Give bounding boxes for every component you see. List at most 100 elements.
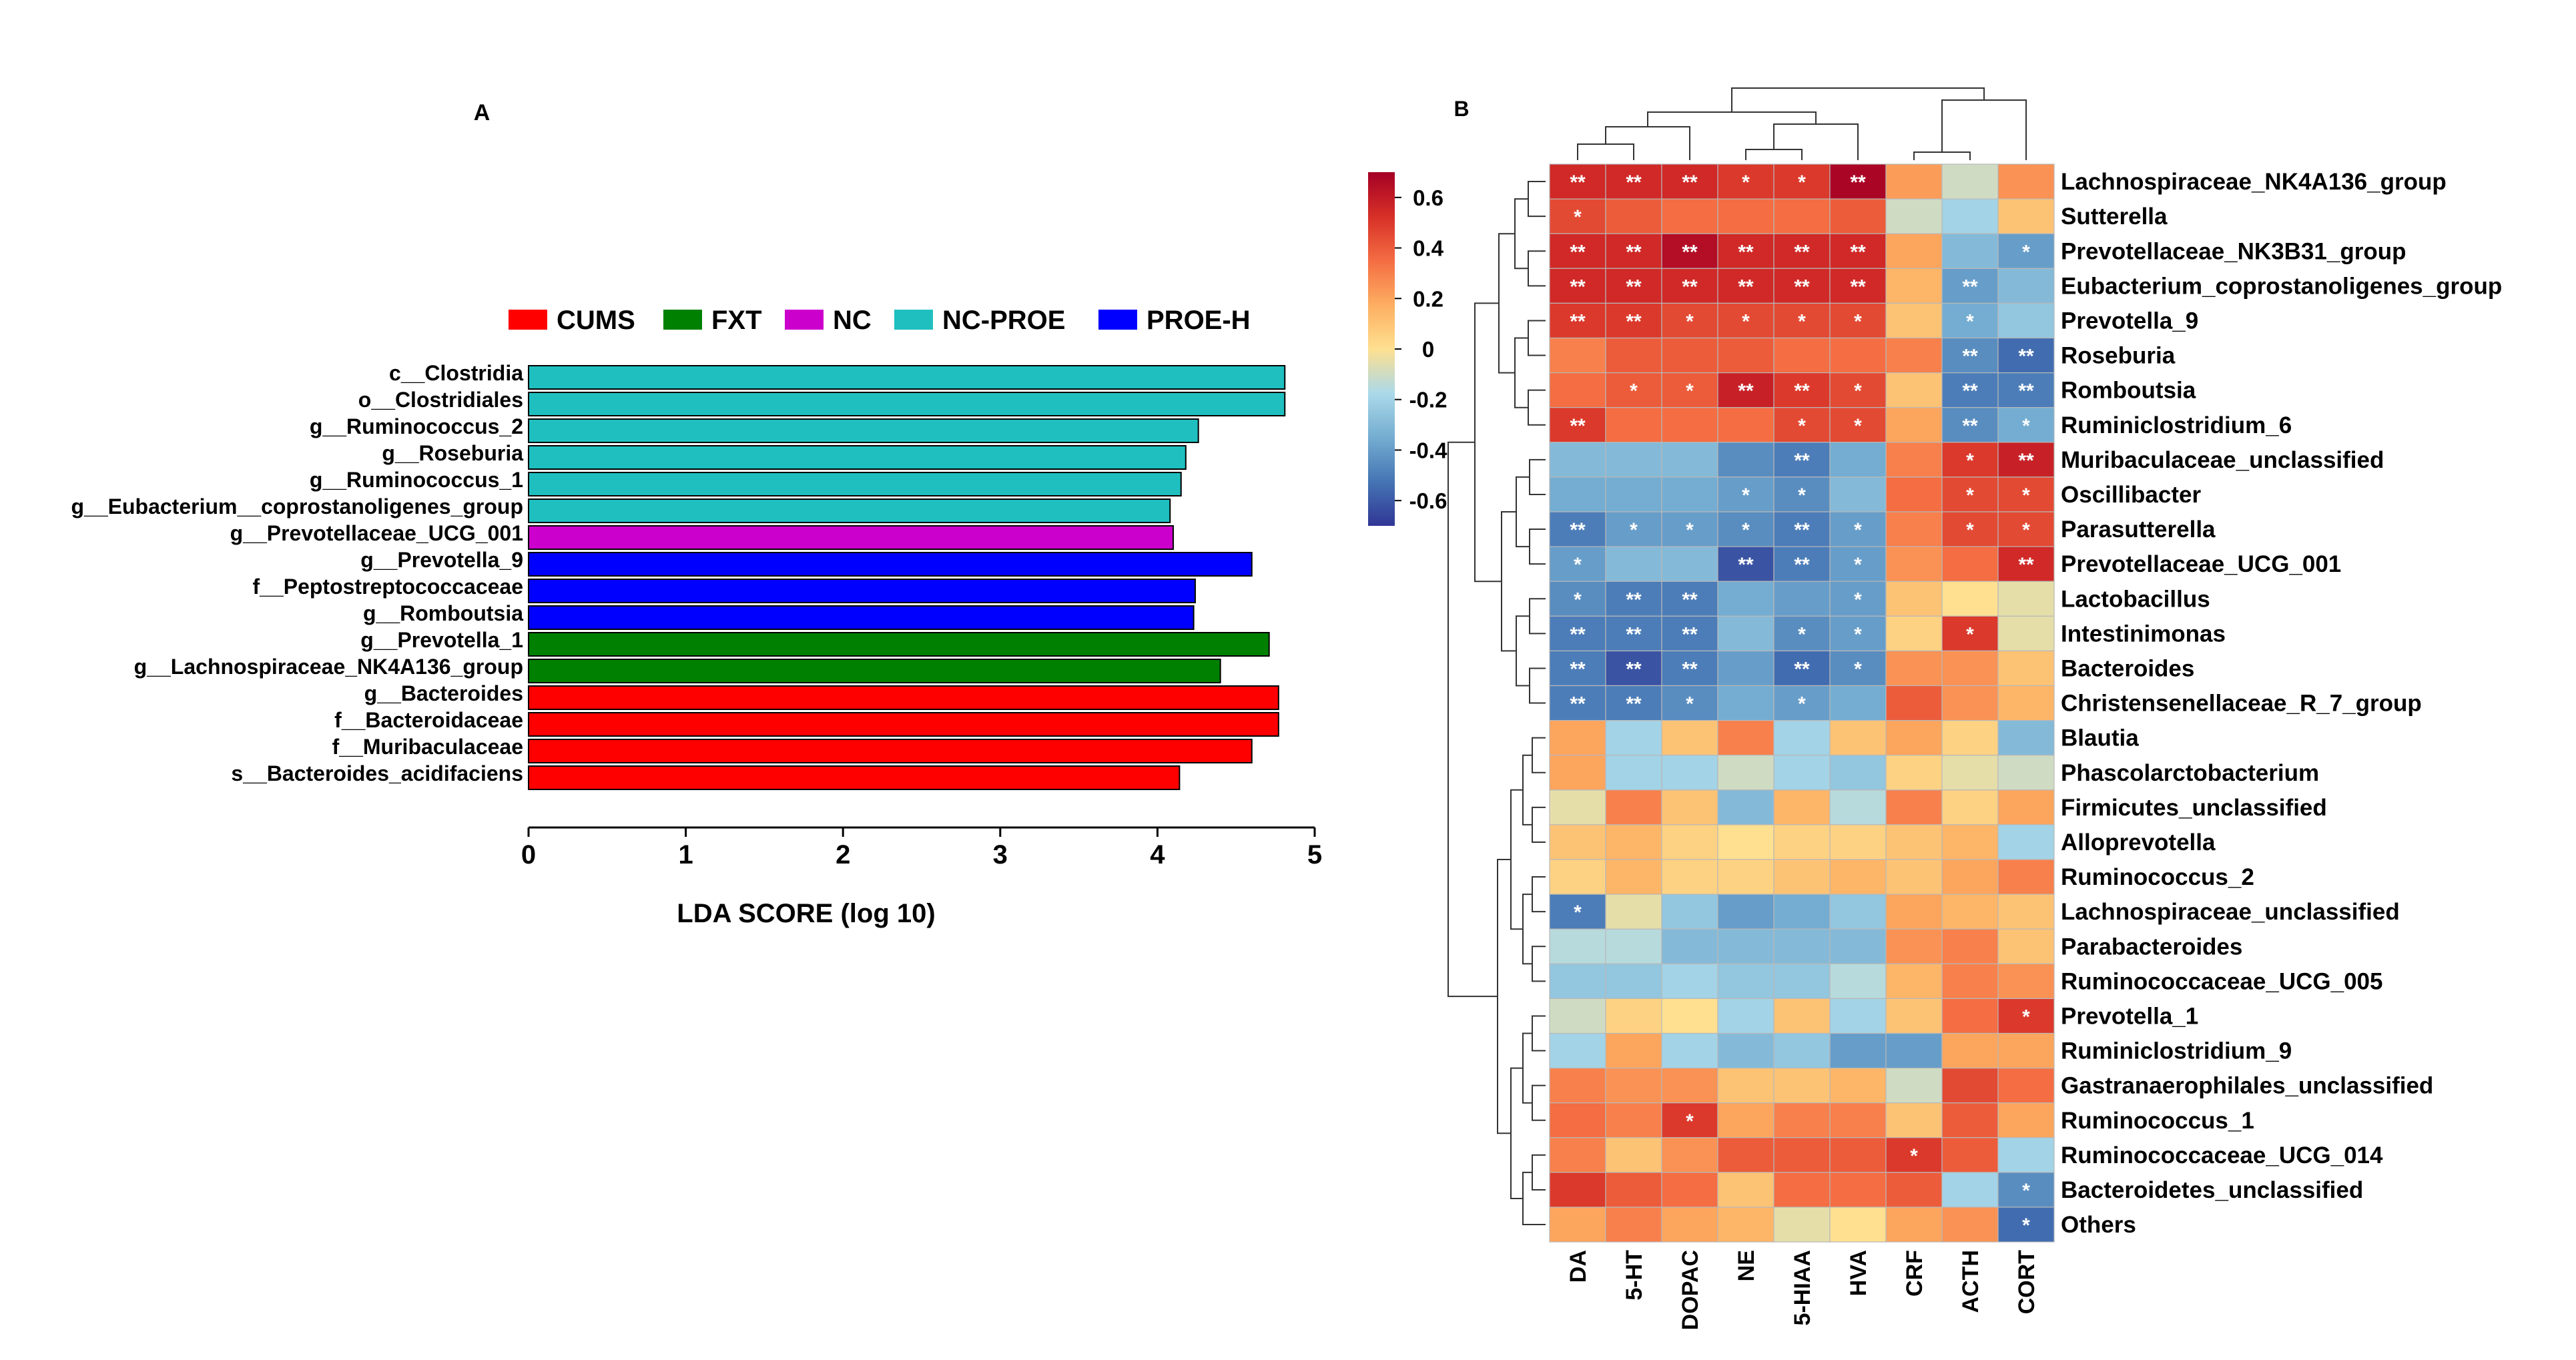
heatmap-cell [1605, 859, 1662, 895]
heatmap-cell [1941, 233, 1999, 269]
heatmap-cell [1829, 998, 1887, 1034]
heatmap-cell [1997, 685, 2055, 721]
heatmap-cell [1997, 1032, 2055, 1069]
row-dendrogram-branch [1501, 511, 1516, 652]
lda-bar [528, 365, 1286, 390]
heatmap-cell [1941, 789, 1999, 825]
heatmap-cell [1605, 1102, 1662, 1138]
significance-mark: * [1686, 310, 1694, 332]
heatmap-cell [1885, 928, 1943, 964]
heatmap-cell [1605, 546, 1662, 582]
lda-bar [528, 765, 1181, 790]
heatmap-cell [1941, 755, 1999, 791]
heatmap-cell [1605, 963, 1662, 1000]
heatmap-cell [1773, 546, 1831, 582]
heatmap-cell [1885, 442, 1943, 478]
row-dendrogram-branch [1529, 598, 1546, 635]
significance-mark: * [2022, 484, 2030, 506]
significance-mark: * [1966, 623, 1974, 645]
heatmap-row-label: Gastranaerophilales_unclassified [2061, 1073, 2433, 1099]
lda-bar-label: g__Ruminococcus_1 [310, 468, 523, 492]
lda-bar [528, 418, 1199, 443]
significance-mark: * [1966, 484, 1974, 506]
significance-mark: * [1574, 589, 1582, 611]
significance-mark: ** [2018, 554, 2034, 576]
lda-x-axis-title: LDA SCORE (log 10) [677, 899, 935, 928]
heatmap-cell [1997, 824, 2055, 860]
heatmap-cell [1885, 372, 1943, 408]
heatmap-cell [1605, 894, 1662, 930]
lda-bar [528, 392, 1286, 416]
legend-swatch-nc [785, 310, 824, 330]
heatmap-cell [1997, 998, 2055, 1034]
lda-bar [528, 685, 1279, 710]
significance-mark: ** [1570, 241, 1586, 263]
heatmap-cell [1717, 476, 1775, 513]
lda-bar-label: g__Bacteroides [364, 681, 523, 705]
heatmap-cell [1885, 755, 1943, 791]
significance-mark: ** [1626, 623, 1642, 645]
heatmap-cell [1941, 442, 1999, 478]
colorbar-tick-label: -0.4 [1409, 438, 1448, 462]
heatmap-cell [1605, 998, 1662, 1034]
heatmap-cell [1829, 859, 1887, 895]
row-dendrogram-branch [1529, 529, 1546, 565]
heatmap-cell [1941, 163, 1999, 200]
heatmap-cell [1717, 650, 1775, 687]
heatmap-cell [1885, 1207, 1943, 1243]
lda-bar-label: g__Prevotellaceae_UCG_001 [230, 521, 523, 545]
significance-mark: * [1686, 380, 1694, 402]
colorbar-tick-label: 0.6 [1413, 186, 1443, 210]
heatmap-row-label: Blautia [2061, 725, 2139, 751]
heatmap-cell [1941, 685, 1999, 721]
heatmap-row-label: Ruminococcaceae_UCG_005 [2061, 968, 2382, 994]
heatmap-cell [1605, 1067, 1662, 1104]
significance-mark: * [1798, 623, 1806, 645]
heatmap-column-labels: DA 5-HT DOPAC NE 5-HIAA HVA CRF ACTH CORT [1566, 1250, 2039, 1330]
heatmap-row-label: Bacteroidetes_unclassified [2061, 1177, 2363, 1203]
heatmap-cell [1997, 1172, 2055, 1208]
heatmap-cell [1661, 998, 1718, 1034]
heatmap-cell [1829, 1172, 1887, 1208]
lda-bar [528, 445, 1187, 470]
significance-mark: * [1798, 484, 1806, 506]
heatmap-cell [1829, 685, 1887, 721]
heatmap-row-label: Phascolarctobacterium [2061, 760, 2319, 786]
heatmap-cell [1717, 337, 1775, 374]
legend-label-cums: CUMS [557, 306, 635, 335]
significance-mark: * [1686, 693, 1694, 715]
heatmap-cell [1549, 546, 1606, 582]
heatmap-cell [1661, 1172, 1718, 1208]
heatmap-cell [1549, 928, 1606, 964]
significance-mark: ** [1850, 241, 1866, 263]
significance-mark: ** [1570, 658, 1586, 680]
significance-mark: * [1742, 310, 1750, 332]
heatmap-cell [1997, 407, 2055, 443]
heatmap-cell [1997, 337, 2055, 374]
heatmap-row-label: Lachnospiraceae_NK4A136_group [2061, 169, 2447, 195]
heatmap-row-label: Christensenellaceae_R_7_group [2061, 691, 2422, 717]
column-dendrogram-branch [1773, 123, 1859, 160]
lda-bar-label: s__Bacteroides_acidifaciens [231, 761, 523, 785]
heatmap-cell [1717, 1032, 1775, 1069]
heatmap-cell [1549, 1207, 1606, 1243]
row-dendrogram-branch [1522, 1032, 1532, 1104]
heatmap-cell [1885, 859, 1943, 895]
heatmap-cell [1773, 650, 1831, 687]
significance-mark: * [1798, 310, 1806, 332]
heatmap-cell [1997, 198, 2055, 234]
heatmap-cell [1773, 859, 1831, 895]
row-dendrogram-branch [1516, 615, 1530, 687]
heatmap-cell [1885, 1137, 1943, 1173]
heatmap-cell [1885, 789, 1943, 825]
significance-mark: * [2022, 241, 2030, 263]
heatmap-cell [1605, 511, 1662, 547]
heatmap-cell [1829, 789, 1887, 825]
heatmap-column-label: DA [1566, 1250, 1591, 1283]
lda-bar-label: g__Roseburia [382, 441, 523, 465]
heatmap-cell [1941, 1207, 1999, 1243]
lda-bar [528, 525, 1174, 550]
legend-label-nc: NC [833, 306, 872, 335]
heatmap-cell [1885, 1067, 1943, 1104]
heatmap-cell [1885, 1172, 1943, 1208]
